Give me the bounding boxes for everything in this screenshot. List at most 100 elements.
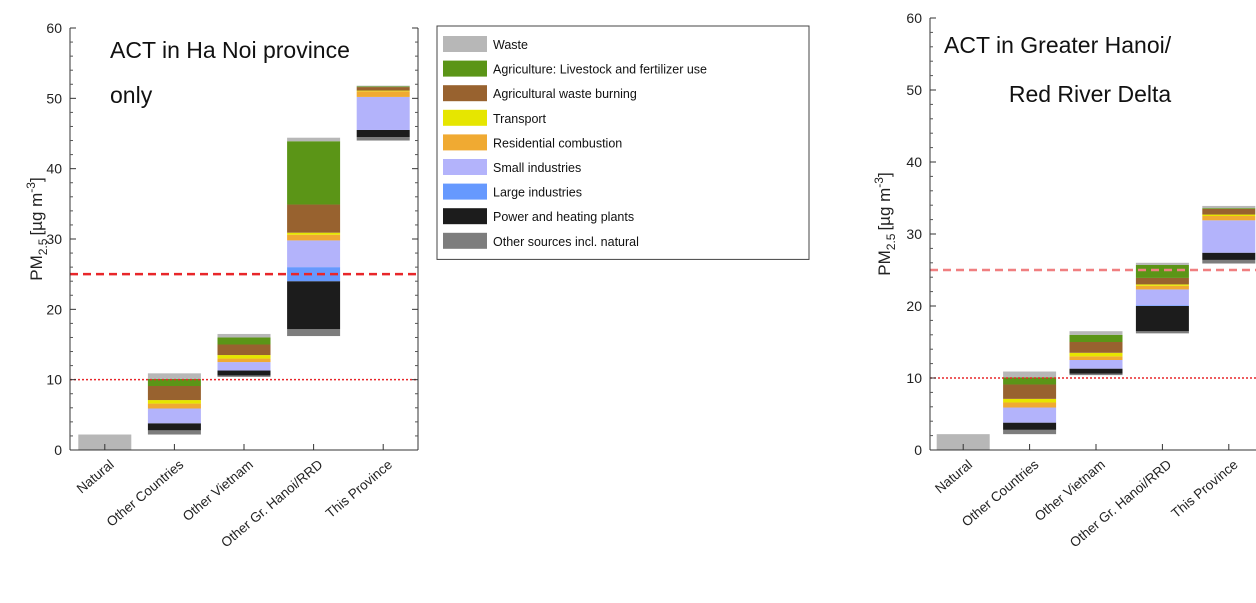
bar-segment (217, 344, 271, 356)
y-tick-label: 40 (46, 161, 62, 177)
bar-segment (287, 204, 341, 233)
annotation-text: ACT in Ha Noi province (110, 37, 350, 63)
bar-segment (217, 333, 271, 338)
bar-segment (1135, 306, 1189, 332)
bar-segment (287, 232, 341, 235)
legend-box (436, 25, 810, 260)
category-label: Other Vietnam (180, 457, 256, 524)
y-tick-label: 20 (46, 301, 62, 317)
bar-segment (356, 137, 410, 141)
category-label: This Province (323, 457, 395, 521)
legend-swatch (443, 208, 487, 225)
legend-swatch (443, 36, 487, 52)
bar-segment (287, 281, 341, 330)
bar-3 (217, 333, 271, 377)
bar-segment (147, 373, 201, 379)
bar-segment (147, 408, 201, 424)
bar-segment (1202, 259, 1256, 264)
legend-swatch (443, 109, 487, 126)
bar-segment (1069, 342, 1123, 353)
bar-segment (1135, 305, 1189, 306)
bar-segment (356, 90, 410, 92)
bar-segment (1135, 284, 1189, 286)
legend-swatch (443, 183, 487, 200)
bar-segment (1003, 398, 1057, 403)
bar-segment (147, 423, 201, 431)
bar-segment (1202, 214, 1256, 216)
bar-segment (1135, 262, 1189, 265)
bar-2 (1003, 371, 1057, 435)
bar-segment (1003, 422, 1057, 430)
bar-segment (356, 96, 410, 130)
bar-segment (1202, 220, 1256, 253)
bar-5 (1202, 205, 1256, 264)
bar-segment (147, 400, 201, 404)
bar-4 (1135, 262, 1189, 334)
bar-segment (78, 434, 132, 450)
legend-swatch (443, 232, 487, 249)
y-tick-label: 30 (46, 231, 62, 247)
annotation-text: Red River Delta (1009, 81, 1172, 107)
bar-segment (1003, 371, 1057, 378)
legend-label: Agriculture: Livestock and fertilizer us… (493, 63, 707, 77)
legend: Waste Agriculture: Livestock and fertiliz… (436, 25, 810, 260)
bar-segment (356, 87, 410, 91)
bar-segment (287, 329, 341, 337)
y-tick-label: 0 (914, 442, 922, 458)
legend-label: Residential combustion (493, 136, 622, 150)
bar-segment (1202, 208, 1256, 209)
legend-label: Transport (493, 112, 547, 126)
category-label: This Province (1168, 457, 1240, 521)
legend-swatch (443, 134, 487, 151)
annotation-text: ACT in Greater Hanoi/ (944, 32, 1172, 58)
bar-segment (1202, 216, 1256, 221)
bar-segment (147, 430, 201, 435)
y-tick-label: 50 (906, 82, 922, 98)
bar-5 (356, 85, 410, 141)
y-axis-label: PM2.5[µg m-3] (24, 177, 50, 280)
bar-segment (1003, 402, 1057, 408)
bar-segment (1069, 360, 1123, 369)
bar-segment (287, 137, 341, 142)
bar-segment (217, 355, 271, 359)
bar-segment (287, 141, 341, 205)
y-tick-label: 50 (46, 90, 62, 106)
bar-segment (1135, 277, 1189, 285)
bar-segment (1202, 252, 1256, 260)
y-tick-label: 20 (906, 298, 922, 314)
y-tick-label: 60 (906, 10, 922, 26)
bar-segment (1069, 356, 1123, 360)
bar-segment (356, 86, 410, 88)
bar-segment (1135, 331, 1189, 334)
bar-segment (217, 375, 271, 377)
bar-segment (1003, 377, 1057, 385)
bar-segment (356, 85, 410, 87)
y-axis-label: PM2.5[µg m-3] (872, 172, 898, 275)
annotation-text: only (110, 82, 153, 108)
bar-segment (1003, 384, 1057, 399)
bar-4 (287, 137, 341, 337)
bar-segment (356, 91, 410, 97)
bar-segment (1069, 373, 1123, 376)
bar-segment (1003, 407, 1057, 423)
legend-label: Small industries (493, 161, 581, 175)
legend-swatch (443, 85, 487, 102)
bar-segment (147, 378, 201, 386)
bar-segment (1069, 352, 1123, 357)
bar-segment (1069, 331, 1123, 335)
bar-segment (147, 403, 201, 409)
y-tick-label: 10 (906, 370, 922, 386)
bar-3 (1069, 331, 1123, 376)
bar-segment (287, 234, 341, 241)
legend-label: Agricultural waste burning (493, 87, 637, 101)
bar-segment (1069, 334, 1123, 342)
bar-1 (936, 434, 990, 450)
legend-label: Power and heating plants (493, 210, 634, 224)
bar-segment (1202, 208, 1256, 215)
legend-label: Other sources incl. natural (493, 235, 639, 249)
bar-segment (1135, 289, 1189, 306)
y-tick-label: 30 (906, 226, 922, 242)
